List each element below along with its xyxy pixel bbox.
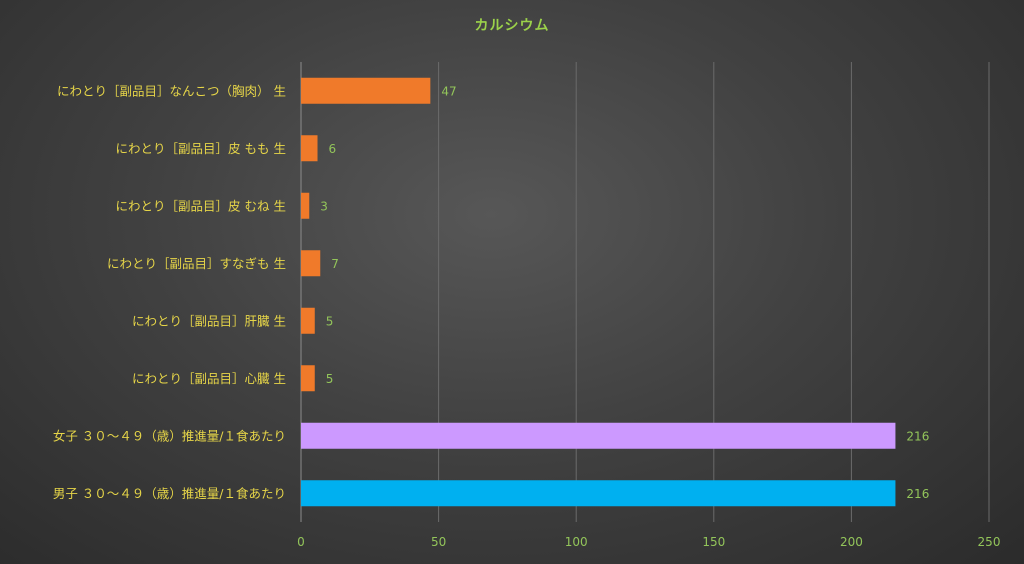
data-label: 47 xyxy=(441,84,456,98)
data-label: 5 xyxy=(326,372,334,386)
category-label: 男子 ３０～４９（歳）推進量/１食あたり xyxy=(53,486,286,501)
x-tick-label: 100 xyxy=(565,535,588,549)
x-tick-label: 50 xyxy=(431,535,446,549)
category-label: にわとり［副品目］心臓 生 xyxy=(132,371,286,386)
bar xyxy=(301,135,318,162)
data-label: 3 xyxy=(320,199,328,213)
bar xyxy=(301,250,321,277)
x-tick-label: 250 xyxy=(978,535,1001,549)
data-label: 6 xyxy=(329,142,337,156)
category-label: にわとり［副品目］肝臓 生 xyxy=(132,313,286,328)
x-tick-label: 0 xyxy=(297,535,305,549)
x-tick-label: 200 xyxy=(840,535,863,549)
bar xyxy=(301,365,315,392)
data-label: 7 xyxy=(331,257,339,271)
category-label: にわとり［副品目］皮 もも 生 xyxy=(116,141,286,156)
bar xyxy=(301,480,896,507)
chart-title: カルシウム xyxy=(474,18,550,34)
data-label: 216 xyxy=(906,487,929,501)
category-label: にわとり［副品目］皮 むね 生 xyxy=(116,198,286,213)
gridlines xyxy=(438,62,990,522)
bar xyxy=(301,422,896,449)
bar xyxy=(301,192,310,219)
labels: 0 50 100 150 200 250 にわとり［副品目］なんこつ（胸肉） 生 47 にわとり… xyxy=(53,83,1001,549)
bar xyxy=(301,307,315,334)
data-label: 5 xyxy=(326,314,334,328)
x-tick-label: 150 xyxy=(702,535,725,549)
bars xyxy=(301,77,896,507)
category-label: にわとり［副品目］すなぎも 生 xyxy=(107,256,286,271)
category-label: にわとり［副品目］なんこつ（胸肉） 生 xyxy=(57,83,286,98)
bar xyxy=(301,77,431,104)
category-label: 女子 ３０～４９（歳）推進量/１食あたり xyxy=(53,428,286,443)
data-label: 216 xyxy=(906,429,929,443)
